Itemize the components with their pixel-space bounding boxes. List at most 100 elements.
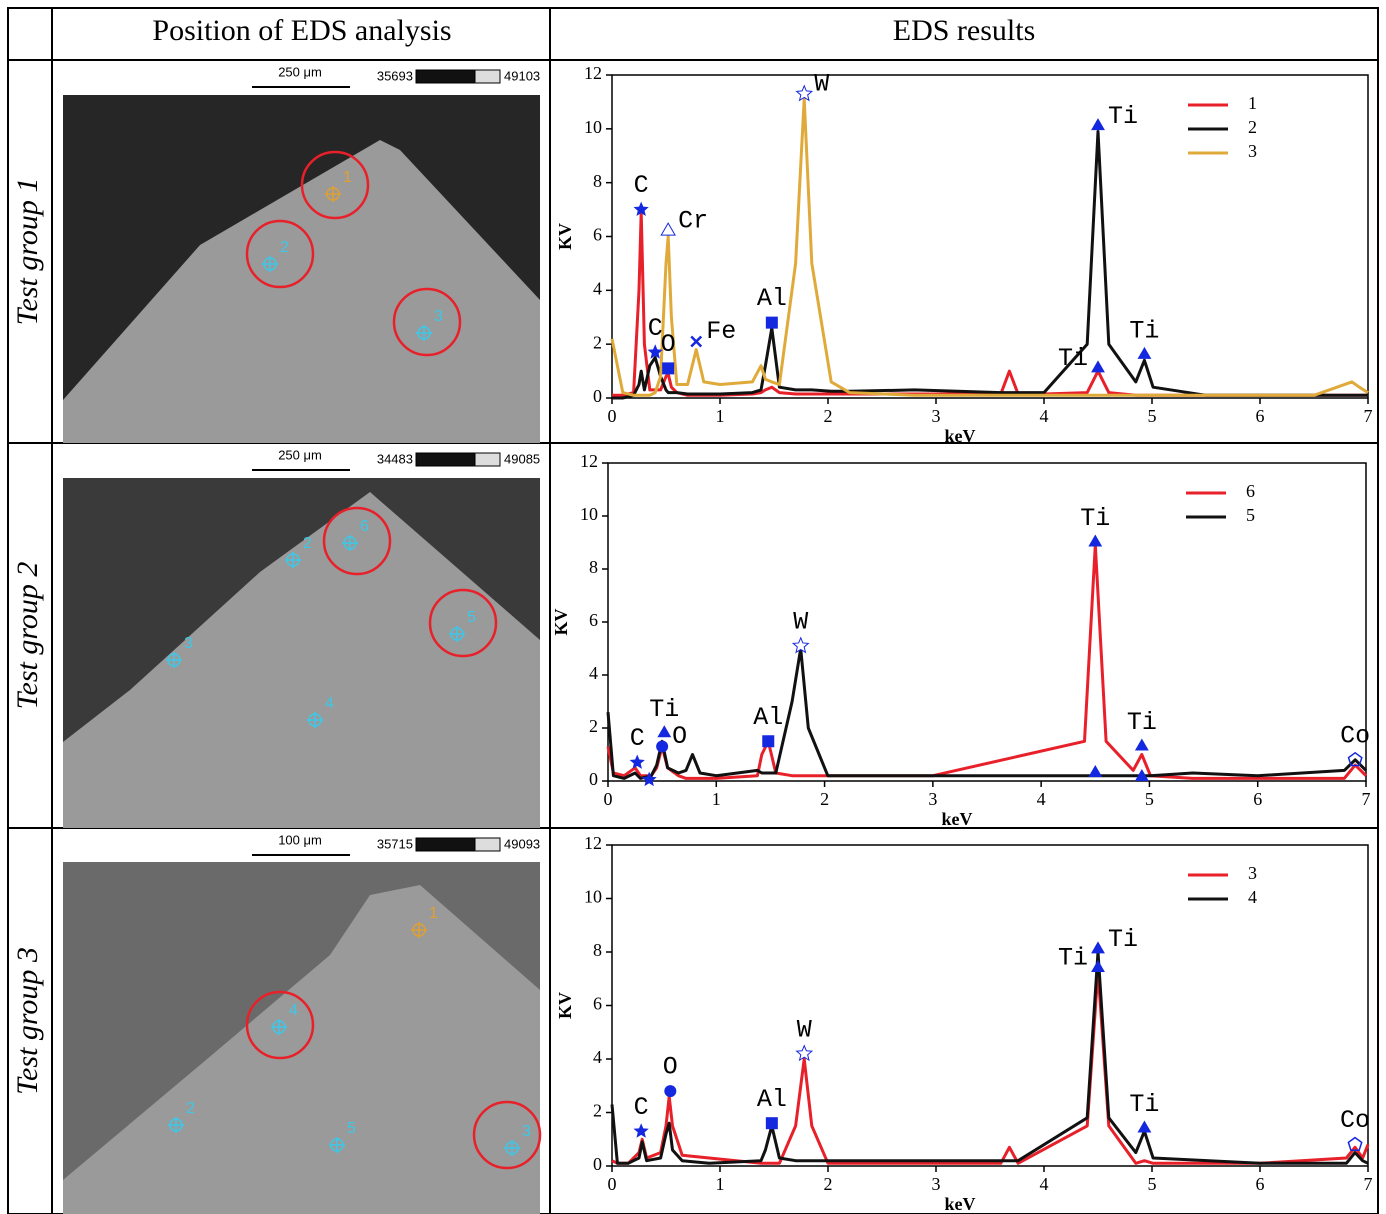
header: EDS results [893, 14, 1036, 47]
highlight-circle [245, 219, 315, 289]
peak-label: C [634, 1093, 649, 1122]
peak-label: W [814, 69, 829, 98]
peak-marker [657, 725, 672, 738]
y-tick-label: 8 [593, 171, 602, 191]
highlight-circle [322, 506, 392, 576]
peak-marker [795, 84, 814, 102]
peak-marker [765, 316, 778, 329]
peak-label: C [630, 724, 645, 753]
x-tick-label: 2 [820, 789, 829, 809]
peak-label: Al [753, 703, 783, 732]
legend-label: 6 [1246, 481, 1255, 501]
row-label: Test group 3 [11, 947, 44, 1095]
peak-marker [762, 735, 775, 748]
x-tick-label: 3 [932, 406, 941, 426]
range-low: 35715 [377, 836, 413, 851]
legend-label: 2 [1248, 117, 1257, 137]
y-tick-label: 0 [593, 386, 602, 406]
x-tick-label: 7 [1362, 789, 1371, 809]
x-tick-label: 5 [1148, 406, 1157, 426]
peak-marker [690, 335, 703, 348]
x-tick-label: 0 [608, 1174, 617, 1194]
row-label: Test group 1 [11, 178, 44, 326]
range-low: 34483 [377, 451, 413, 466]
legend-label: 1 [1248, 93, 1257, 113]
point-label: 3 [434, 308, 443, 325]
spectrum-line [612, 130, 1368, 400]
y-tick-label: 6 [593, 994, 602, 1014]
y-tick-label: 10 [584, 887, 602, 907]
x-tick-label: 1 [716, 406, 725, 426]
table-grid [7, 7, 1379, 1214]
highlight-circle [245, 990, 315, 1060]
peak-label: Co [1340, 721, 1370, 750]
peak-label: Ti [1058, 944, 1088, 973]
y-tick-label: 12 [580, 451, 598, 471]
peak-marker [641, 771, 657, 787]
highlight-circle [428, 588, 498, 658]
peak-marker [660, 222, 676, 236]
legend-label: 4 [1248, 887, 1257, 907]
y-tick-label: 0 [589, 769, 598, 789]
x-tick-label: 2 [824, 1174, 833, 1194]
spectrum-line [611, 969, 1370, 1165]
peak-marker [647, 344, 663, 359]
y-axis-label: KV [555, 992, 575, 1019]
y-tick-label: 2 [593, 1101, 602, 1121]
point-label: 4 [325, 695, 334, 712]
peak-marker [1134, 738, 1149, 751]
highlight-circle [472, 1100, 542, 1170]
peak-marker [791, 636, 810, 654]
x-tick-label: 6 [1256, 1174, 1265, 1194]
peak-label: Ti [1127, 708, 1157, 737]
range-high: 49085 [504, 451, 540, 466]
y-tick-label: 6 [593, 225, 602, 245]
peak-marker [1134, 769, 1149, 782]
highlight-circle [392, 287, 462, 357]
contrast-bar-end [474, 837, 501, 852]
row-label: Test group 2 [11, 562, 44, 710]
spectrum-line [610, 950, 1369, 1165]
y-tick-label: 0 [593, 1154, 602, 1174]
y-tick-label: 4 [593, 1047, 602, 1067]
peak-marker [1088, 534, 1103, 547]
scale-label: 100 μm [278, 832, 322, 847]
point-label: 2 [280, 239, 289, 256]
legend-label: 5 [1246, 505, 1255, 525]
peak-label: C [648, 314, 663, 343]
y-tick-label: 12 [584, 63, 602, 83]
x-tick-label: 5 [1145, 789, 1154, 809]
x-tick-label: 1 [716, 1174, 725, 1194]
x-tick-label: 0 [608, 406, 617, 426]
highlight-circle [300, 150, 370, 220]
legend-label: 3 [1248, 863, 1257, 883]
x-tick-label: 7 [1364, 1174, 1373, 1194]
peak-label: W [797, 1015, 812, 1044]
scale-label: 250 μm [278, 64, 322, 79]
sem-sample [63, 140, 540, 443]
y-tick-label: 4 [589, 663, 598, 683]
peak-label: Ti [1108, 925, 1138, 954]
point-label: 5 [467, 609, 476, 626]
peak-marker [1137, 1120, 1152, 1133]
x-axis-label: keV [945, 1194, 976, 1214]
peak-marker [1137, 346, 1152, 359]
peak-marker [629, 754, 645, 769]
point-label: 6 [360, 518, 369, 535]
x-tick-label: 5 [1148, 1174, 1157, 1194]
point-label: 3 [522, 1123, 531, 1140]
peak-marker [1091, 118, 1105, 131]
peak-marker [633, 201, 649, 217]
peak-marker [765, 1117, 778, 1130]
y-axis-label: KV [551, 608, 571, 635]
point-label: 1 [343, 169, 352, 186]
y-tick-label: 12 [584, 833, 602, 853]
spectrum-line [610, 97, 1369, 397]
x-tick-label: 4 [1040, 1174, 1049, 1194]
peak-marker [795, 1044, 814, 1062]
y-axis-label: KV [555, 223, 575, 250]
peak-label: O [661, 330, 676, 359]
peak-label: Ti [1129, 317, 1159, 346]
peak-marker [1347, 1136, 1363, 1152]
